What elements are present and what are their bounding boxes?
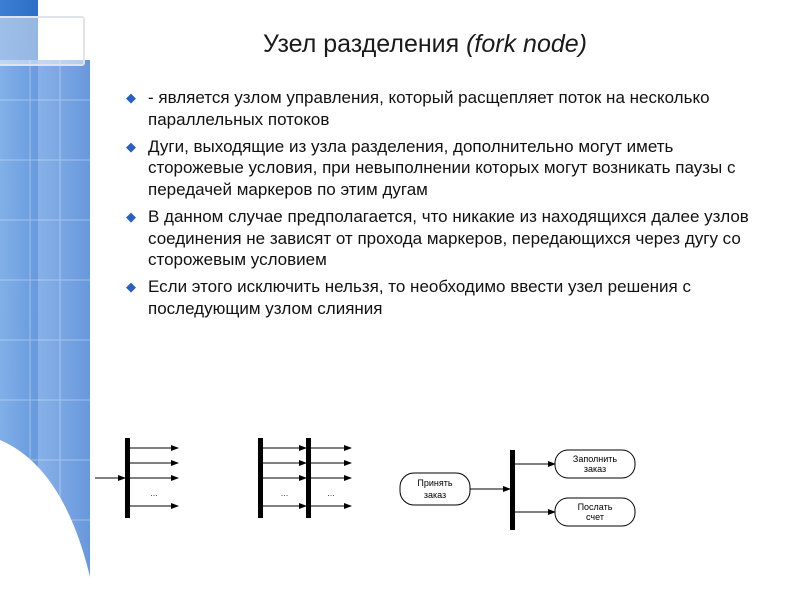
diagram-fork-simple: … bbox=[95, 438, 178, 518]
bullet-item: В данном случае предполагается, что ника… bbox=[126, 206, 760, 271]
svg-text:Заполнить: Заполнить bbox=[573, 454, 617, 464]
diagram-order-example: ПринятьзаказЗаполнитьзаказПослатьсчет bbox=[400, 450, 635, 530]
bullet-item: - является узлом управления, который рас… bbox=[126, 87, 760, 131]
svg-text:Послать: Послать bbox=[578, 502, 613, 512]
bullet-item: Дуги, выходящие из узла разделения, допо… bbox=[126, 136, 760, 201]
title-italic: (fork node) bbox=[466, 30, 587, 58]
bullet-item: Если этого исключить нельзя, то необходи… bbox=[126, 276, 760, 320]
svg-text:счет: счет bbox=[586, 512, 604, 522]
title-plain: Узел разделения bbox=[263, 30, 466, 58]
svg-text:заказ: заказ bbox=[584, 464, 606, 474]
slide-title: Узел разделения (fork node) bbox=[90, 30, 760, 59]
diagrams-row: … …… ПринятьзаказЗаполнитьзаказПослатьсч… bbox=[90, 428, 770, 578]
slide-content: Узел разделения (fork node) - является у… bbox=[0, 0, 800, 320]
svg-text:заказ: заказ bbox=[424, 490, 446, 500]
svg-text:Принять: Принять bbox=[417, 478, 452, 488]
svg-text:…: … bbox=[327, 489, 335, 498]
svg-text:…: … bbox=[150, 489, 158, 498]
bullet-list: - является узлом управления, который рас… bbox=[126, 87, 760, 320]
fork-diagrams: … …… ПринятьзаказЗаполнитьзаказПослатьсч… bbox=[90, 428, 770, 568]
svg-text:…: … bbox=[281, 489, 289, 498]
diagram-fork-join: …… bbox=[258, 438, 351, 518]
